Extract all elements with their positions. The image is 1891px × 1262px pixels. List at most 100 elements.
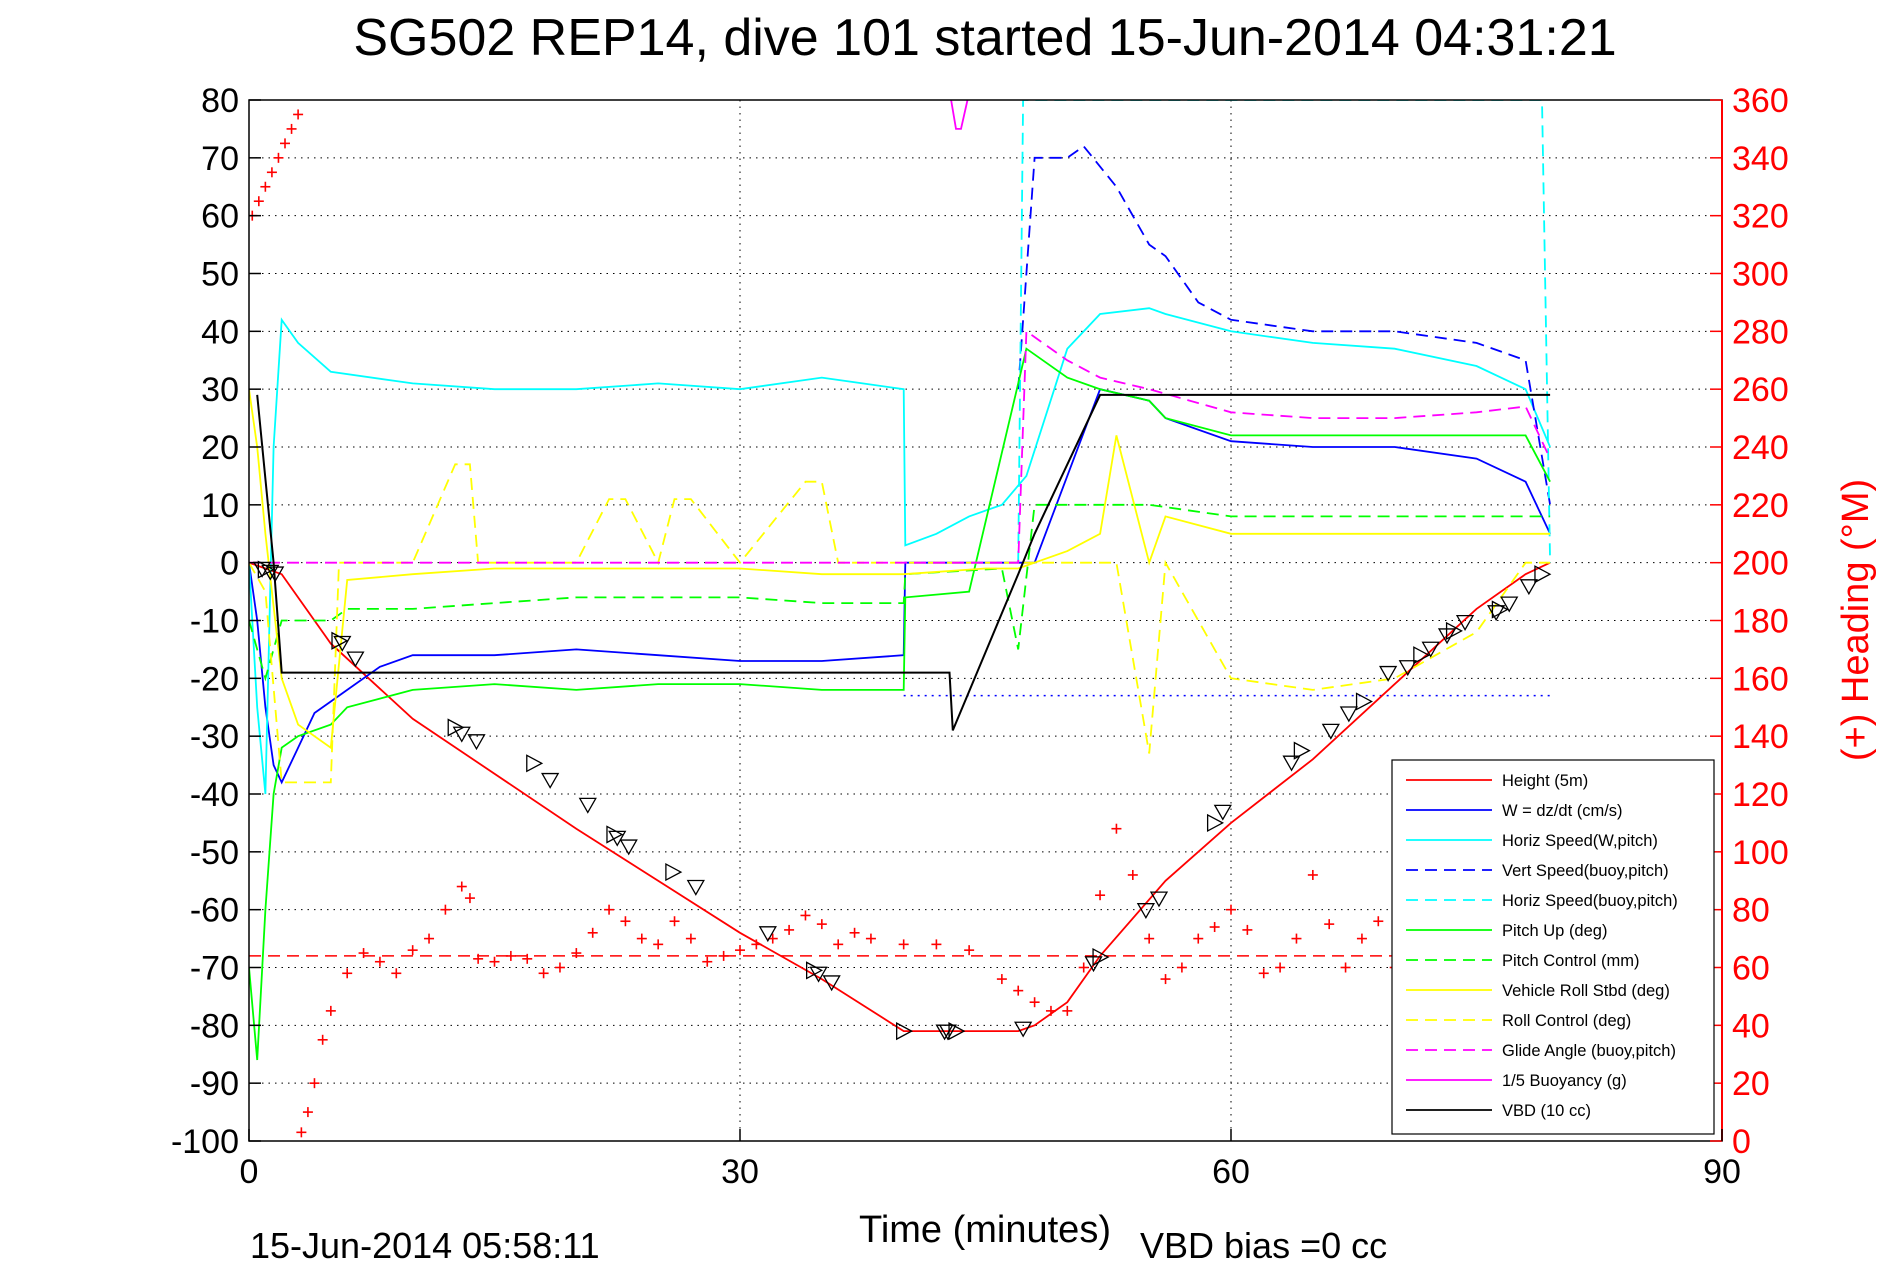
legend-entry: Height (5m) — [1502, 772, 1588, 790]
series-line-1 — [249, 388, 1551, 785]
dive-markers — [252, 560, 1552, 1041]
dive-marker — [1378, 665, 1398, 682]
heading-point — [1291, 933, 1302, 944]
heading-point — [931, 939, 942, 950]
left-axis-ticks: 80 70 60 50 40 30 20 10 0 -10 -20 -30 -40 -50 -60 -70 -8… — [171, 82, 261, 1161]
series-line-9 — [249, 329, 1551, 564]
dive-marker — [665, 862, 683, 882]
dive-marker — [1213, 804, 1232, 821]
dive-marker — [938, 1024, 957, 1041]
left-tick-label: 30 — [201, 371, 239, 409]
heading-point — [669, 916, 680, 927]
legend-entry: Horiz Speed(buoy,pitch) — [1502, 892, 1678, 910]
x-axis-ticks: 0 30 60 90 — [240, 1129, 1741, 1191]
heading-point — [898, 939, 909, 950]
heading-point — [325, 1005, 336, 1016]
heading-point — [266, 167, 277, 178]
heading-point — [964, 945, 975, 956]
right-tick-label: 180 — [1732, 603, 1789, 641]
left-tick-label: -90 — [190, 1065, 239, 1103]
left-tick-label: -20 — [190, 660, 239, 698]
heading-point — [1045, 1005, 1056, 1016]
series-line-8 — [249, 463, 1551, 784]
dive-marker — [578, 797, 597, 814]
heading-point — [816, 919, 827, 930]
dive-marker — [896, 1022, 914, 1041]
heading-point — [473, 953, 484, 964]
footer-timestamp: 15-Jun-2014 05:58:11 — [250, 1225, 600, 1262]
grid — [249, 100, 1722, 1141]
heading-point — [522, 953, 533, 964]
dive-marker — [619, 839, 638, 856]
heading-point — [489, 956, 500, 967]
dive-marker — [606, 825, 624, 844]
heading-point — [1111, 823, 1122, 834]
heading-point — [260, 181, 271, 192]
heading-point — [996, 974, 1007, 985]
legend-entry: Roll Control (deg) — [1502, 1012, 1631, 1030]
heading-point — [1324, 919, 1335, 930]
dive-marker — [1421, 641, 1440, 658]
footer-vbd-bias: VBD bias =0 cc — [1140, 1225, 1387, 1262]
left-tick-label: 40 — [201, 313, 239, 351]
heading-point — [1176, 962, 1187, 973]
heading-point — [280, 138, 291, 149]
heading-point — [253, 196, 264, 207]
series-line-11 — [256, 393, 1551, 731]
heading-point — [718, 950, 729, 961]
heading-point — [1275, 962, 1286, 973]
left-tick-label: 20 — [201, 429, 239, 467]
left-tick-label: 80 — [201, 82, 239, 120]
heading-point — [1144, 933, 1155, 944]
heading-point — [1209, 922, 1220, 933]
heading-point — [587, 927, 598, 938]
dive-marker — [333, 635, 352, 652]
left-tick-label: -80 — [190, 1007, 239, 1045]
right-tick-label: 120 — [1732, 776, 1789, 814]
heading-point — [1226, 904, 1236, 915]
chart-title: SG502 REP14, dive 101 started 15-Jun-201… — [353, 9, 1616, 67]
right-tick-label: 140 — [1732, 718, 1789, 756]
series-line-4 — [1017, 100, 1551, 563]
heading-point — [849, 927, 860, 938]
right-tick-label: 340 — [1732, 140, 1789, 178]
dive-marker — [1355, 692, 1373, 711]
dive-marker — [1534, 565, 1552, 584]
heading-point — [653, 939, 664, 950]
series-line-10 — [950, 100, 969, 130]
heading-point — [273, 152, 284, 163]
dive-marker — [1293, 741, 1311, 760]
dive-marker — [1149, 891, 1169, 908]
heading-point — [505, 950, 516, 961]
x-tick-label: 30 — [721, 1153, 759, 1191]
dive-marker — [1282, 755, 1301, 772]
dive-marker — [1014, 1021, 1033, 1038]
heading-point — [1029, 997, 1040, 1008]
right-tick-label: 360 — [1732, 82, 1789, 120]
x-tick-label: 0 — [240, 1153, 259, 1191]
right-tick-label: 100 — [1732, 834, 1789, 872]
dive-marker — [758, 926, 777, 943]
dive-marker — [266, 566, 285, 583]
series-line-7 — [249, 389, 1551, 750]
heading-point — [293, 109, 304, 120]
left-tick-label: -10 — [190, 603, 239, 641]
left-tick-label: -30 — [190, 718, 239, 756]
dive-marker — [1445, 621, 1463, 640]
series-line-2 — [249, 307, 1551, 795]
heading-point — [604, 904, 615, 915]
dive-marker — [608, 830, 627, 847]
right-axis-label: (+) Heading (°M) — [1835, 479, 1877, 761]
left-tick-label: -40 — [190, 776, 239, 814]
left-tick-label: 70 — [201, 140, 239, 178]
right-tick-label: 220 — [1732, 487, 1789, 525]
legend-entry: Pitch Up (deg) — [1502, 922, 1607, 940]
legend-box — [1391, 759, 1715, 1135]
right-tick-label: 20 — [1732, 1065, 1770, 1103]
heading-point — [620, 916, 631, 927]
heading-point — [865, 933, 876, 944]
dive-marker — [809, 966, 828, 983]
dive-marker — [261, 564, 280, 581]
legend-entry: Horiz Speed(W,pitch) — [1502, 832, 1658, 850]
